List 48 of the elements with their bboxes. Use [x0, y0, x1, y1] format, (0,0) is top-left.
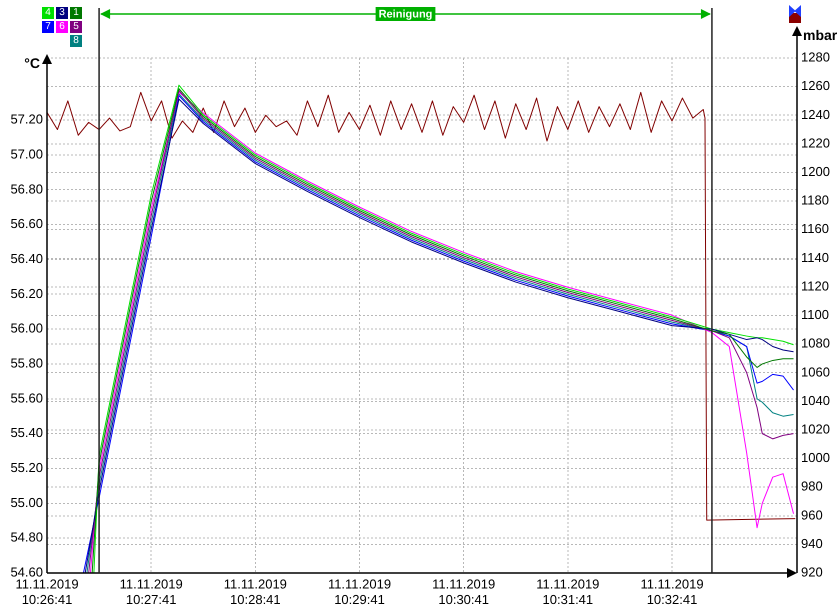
text: 8: [70, 35, 82, 47]
y-tick-label: 55.00: [10, 494, 43, 510]
y-tick-label: 56.20: [10, 286, 43, 301]
text: 3: [56, 7, 68, 19]
y-tick-label: 55.40: [10, 425, 43, 440]
y2-tick-label: 1240: [801, 106, 830, 122]
y2-tick-label: 1020: [801, 422, 830, 437]
y-tick-label: 56.00: [10, 320, 43, 336]
x-tick-label: 11.11.2019 10:30:41: [432, 576, 496, 607]
y-tick-label: 56.80: [10, 181, 43, 196]
y2-tick-label: 1280: [801, 50, 830, 65]
text: Reinigung: [378, 8, 432, 21]
y2-tick-label: 1060: [801, 364, 830, 380]
x-tick-label: 11.11.2019 10:27:41: [120, 576, 183, 607]
y-axis-title: °C: [24, 54, 40, 71]
y2-tick-label: 960: [801, 507, 823, 522]
text: 7: [42, 21, 54, 33]
x-tick-label: 11.11.2019 10:32:41: [640, 576, 704, 607]
y-tick-label: 56.60: [10, 216, 43, 232]
y2-tick-label: 1080: [801, 336, 830, 351]
y-tick-label: 55.20: [10, 460, 43, 476]
y2-tick-label: 1220: [801, 135, 830, 150]
y-tick-label: 56.40: [10, 250, 43, 266]
y2-tick-label: 1180: [801, 192, 829, 208]
y2-tick-label: 1200: [801, 164, 830, 180]
y2-tick-label: 1140: [801, 250, 829, 265]
y-tick-label: 57.20: [10, 112, 43, 127]
x-tick-label: 11.11.2019 10:28:41: [224, 576, 287, 607]
y-tick-label: 55.80: [10, 356, 43, 371]
y2-tick-label: 1120: [801, 278, 829, 294]
y2-tick-label: 1260: [801, 78, 830, 94]
x-tick-label: 11.11.2019 10:31:41: [536, 576, 600, 607]
y-tick-label: 57.00: [10, 146, 43, 162]
y-tick-label: 55.60: [10, 390, 43, 406]
y2-tick-label: 1160: [801, 221, 829, 236]
text: 1: [70, 7, 82, 19]
y2-tick-label: 1040: [801, 392, 830, 408]
y2-axis-title: mbar: [803, 26, 838, 43]
x-tick-label: 11.11.2019 10:29:41: [328, 576, 392, 607]
text: 6: [56, 21, 68, 33]
text: 4: [42, 7, 54, 19]
y2-tick-label: 980: [801, 478, 823, 494]
y2-tick-label: 920: [801, 564, 823, 580]
y2-tick-label: 1100: [801, 307, 829, 322]
y2-tick-label: 940: [801, 536, 823, 551]
y2-tick-label: 1000: [801, 450, 830, 466]
y-tick-label: 54.80: [10, 530, 43, 545]
text: 5: [70, 21, 82, 33]
